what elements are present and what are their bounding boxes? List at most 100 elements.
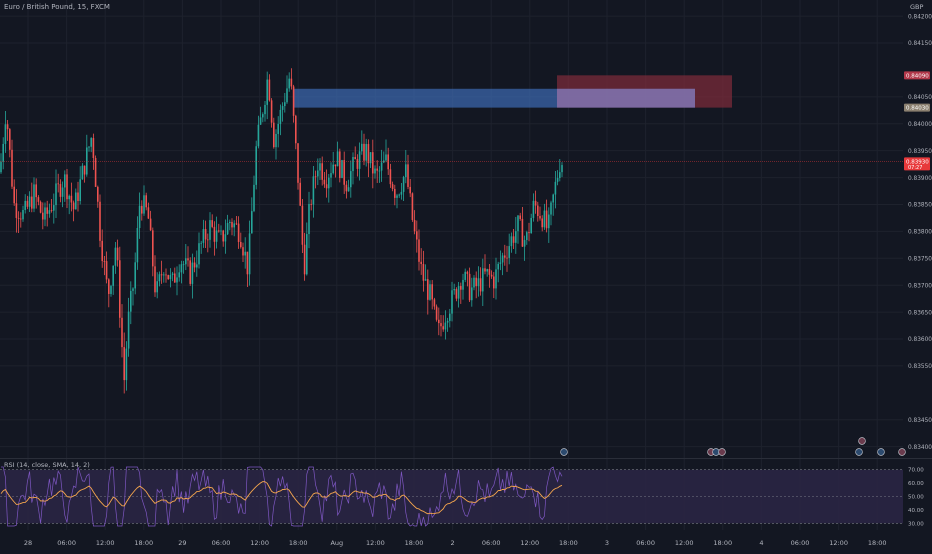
rsi-panel: 70.00 60.00 50.00 40.00 30.00 xyxy=(0,466,924,527)
price-tick-label: 0.83650 xyxy=(908,310,932,316)
candle-body xyxy=(286,88,288,103)
candle-body xyxy=(2,143,4,162)
event-marker[interactable] xyxy=(718,448,726,456)
candle-body xyxy=(433,299,436,307)
price-tick-label: 0.83550 xyxy=(908,364,932,370)
candle-body xyxy=(191,262,194,284)
candle-body xyxy=(517,215,519,232)
range-overlap xyxy=(557,88,695,108)
candle-body xyxy=(510,236,513,247)
candle-body xyxy=(116,247,119,261)
candle-body xyxy=(156,281,158,293)
candle-body xyxy=(61,187,64,197)
candle-body xyxy=(266,79,268,105)
candle-body xyxy=(504,255,506,258)
candle-body xyxy=(319,163,321,171)
candle-body xyxy=(411,193,414,220)
candle-body xyxy=(215,230,218,242)
candle-body xyxy=(158,274,161,282)
candle-body xyxy=(358,151,361,169)
candle-body xyxy=(378,170,381,172)
candle-body xyxy=(387,154,389,170)
candle-body xyxy=(13,186,15,204)
event-marker[interactable] xyxy=(855,448,863,456)
candle-body xyxy=(224,234,227,242)
candle-body xyxy=(347,187,350,192)
candle-body xyxy=(299,182,301,206)
event-markers[interactable] xyxy=(560,437,906,456)
candle-body xyxy=(543,210,546,228)
rsi-band xyxy=(0,469,903,524)
candle-body xyxy=(440,323,442,327)
candle-body xyxy=(28,196,31,207)
time-tick-label: 2 xyxy=(451,539,455,547)
candle-body xyxy=(275,133,277,148)
candle-body xyxy=(209,220,211,240)
candle-body xyxy=(506,257,508,259)
candle-body xyxy=(94,158,97,187)
candle-body xyxy=(473,277,475,288)
candle-body xyxy=(457,286,460,299)
event-marker[interactable] xyxy=(858,437,866,445)
candle-body xyxy=(233,223,235,228)
candle-body xyxy=(303,244,306,275)
candle-body xyxy=(528,232,530,234)
price-tick-label: 0.83950 xyxy=(908,149,932,155)
candle-body xyxy=(391,184,394,189)
candle-body xyxy=(193,262,196,268)
candle-body xyxy=(495,269,497,289)
candle-body xyxy=(521,218,524,247)
price-tick-label: 0.83700 xyxy=(908,283,932,289)
candle-body xyxy=(539,216,541,219)
candle-body xyxy=(468,273,471,301)
time-tick-label: 18:00 xyxy=(134,539,153,547)
candle-body xyxy=(422,264,425,281)
panel-separator[interactable] xyxy=(0,458,932,459)
candle-body xyxy=(418,239,420,262)
time-tick-label: 12:00 xyxy=(250,539,269,547)
candle-body xyxy=(312,176,315,205)
candle-body xyxy=(413,219,416,232)
candle-body xyxy=(550,202,552,215)
event-marker[interactable] xyxy=(877,448,885,456)
time-axis[interactable]: 28 06:00 12:00 18:00 29 06:00 12:00 18:00 Aug 12:… xyxy=(24,539,887,547)
candle-body xyxy=(222,230,224,242)
candle-body xyxy=(323,179,326,185)
candle-body xyxy=(44,207,46,220)
rsi-tick-label: 30.00 xyxy=(908,521,924,527)
candle-body xyxy=(552,194,554,203)
event-marker[interactable] xyxy=(560,448,568,456)
candle-body xyxy=(488,269,491,275)
candle-body xyxy=(200,242,202,244)
candle-body xyxy=(55,183,57,206)
candle-body xyxy=(444,322,447,330)
grid-lines xyxy=(0,0,903,530)
candle-body xyxy=(451,290,453,314)
candle-body xyxy=(248,233,251,275)
position-zones[interactable] xyxy=(293,75,732,108)
candle-body xyxy=(541,218,543,228)
candle-body xyxy=(462,279,464,290)
candle-body xyxy=(35,184,37,198)
price-marker-label: 0.84030 xyxy=(906,106,929,112)
candle-body xyxy=(455,289,458,299)
candle-body xyxy=(561,165,563,173)
candle-body xyxy=(365,144,367,161)
candle-body xyxy=(0,161,2,173)
candle-body xyxy=(556,177,559,182)
candle-body xyxy=(389,169,392,185)
candle-body xyxy=(174,273,176,283)
candle-body xyxy=(438,319,440,324)
candle-body xyxy=(92,138,95,159)
candle-body xyxy=(207,239,209,241)
candle-body xyxy=(262,114,264,118)
candle-body xyxy=(466,271,469,274)
price-axis[interactable]: 0.84200 0.84150 0.84050 0.84000 0.83950 0.839… xyxy=(904,0,932,451)
event-marker[interactable] xyxy=(898,448,906,456)
candle-body xyxy=(288,78,290,89)
candle-body xyxy=(160,274,163,276)
candle-body xyxy=(22,210,24,220)
candle-body xyxy=(559,172,561,178)
